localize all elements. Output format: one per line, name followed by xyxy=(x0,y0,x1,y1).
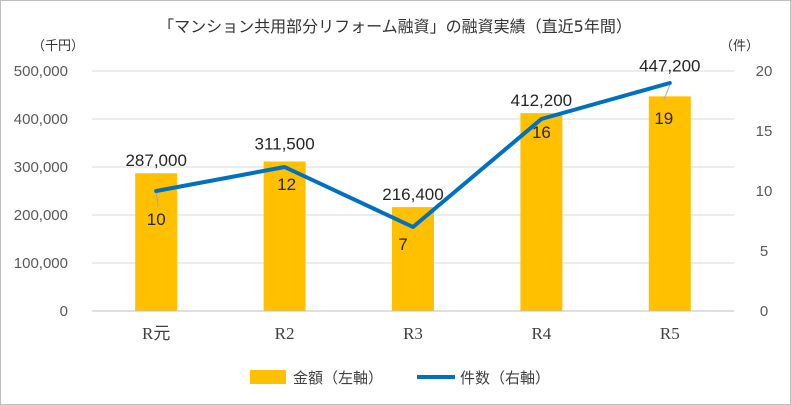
right-axis-unit: （件） xyxy=(720,39,759,54)
bar xyxy=(648,96,691,312)
y-right-tick-label: 10 xyxy=(756,183,773,200)
line-value-label: 12 xyxy=(277,175,296,194)
left-axis-unit: （千円） xyxy=(32,39,84,54)
bar-value-label: 412,200 xyxy=(511,91,572,110)
y-left-tick-label: 300,000 xyxy=(14,159,68,176)
data-labels: 287,000 311,500 216,400 412,200 447,200 10 12 7… xyxy=(125,56,700,254)
bar-value-label: 447,200 xyxy=(639,56,700,75)
leader-line xyxy=(663,84,671,101)
legend-swatch-bar xyxy=(250,370,286,384)
y-right-tick-label: 15 xyxy=(756,123,773,140)
line-value-label: 16 xyxy=(532,123,551,142)
legend-label: 金額（左軸） xyxy=(293,369,383,387)
bar-value-label: 287,000 xyxy=(125,151,186,170)
y-left-tick-label: 500,000 xyxy=(14,63,68,80)
gridlines xyxy=(92,70,734,264)
x-tick-label: R2 xyxy=(275,324,295,343)
x-tick-label: R元 xyxy=(142,324,170,343)
x-tick-label: R4 xyxy=(531,324,551,343)
x-tick-label: R5 xyxy=(660,324,680,343)
line-value-label: 19 xyxy=(654,109,673,128)
bar-value-label: 311,500 xyxy=(254,134,314,153)
chart-title: 「マンション共用部分リフォーム融資」の融資実績（直近5年間） xyxy=(158,17,632,36)
line-series xyxy=(154,81,672,229)
line-value-label: 10 xyxy=(147,210,166,229)
line-value-label: 7 xyxy=(398,235,407,254)
y-right-tick-label: 5 xyxy=(760,243,768,260)
y-right-tick-label: 20 xyxy=(756,63,773,80)
x-tick-label: R3 xyxy=(403,324,423,343)
bar-series xyxy=(135,96,691,312)
leader-line xyxy=(155,192,159,208)
bar xyxy=(520,113,563,311)
y-left-tick-label: 200,000 xyxy=(14,207,68,224)
bar xyxy=(392,207,434,311)
y-left-tick-label: 400,000 xyxy=(14,111,68,128)
bar xyxy=(263,161,306,311)
line-series-path xyxy=(154,81,672,229)
axes: 0 100,000 200,000 300,000 400,000 500,000 0 5 10… xyxy=(14,63,773,343)
legend: 金額（左軸） 件数（右軸） xyxy=(250,369,550,387)
bar-value-label: 216,400 xyxy=(382,185,443,204)
y-left-tick-label: 100,000 xyxy=(14,255,68,272)
y-right-tick-label: 0 xyxy=(760,303,768,320)
y-left-tick-label: 0 xyxy=(60,303,68,320)
legend-label: 件数（右軸） xyxy=(460,369,550,387)
